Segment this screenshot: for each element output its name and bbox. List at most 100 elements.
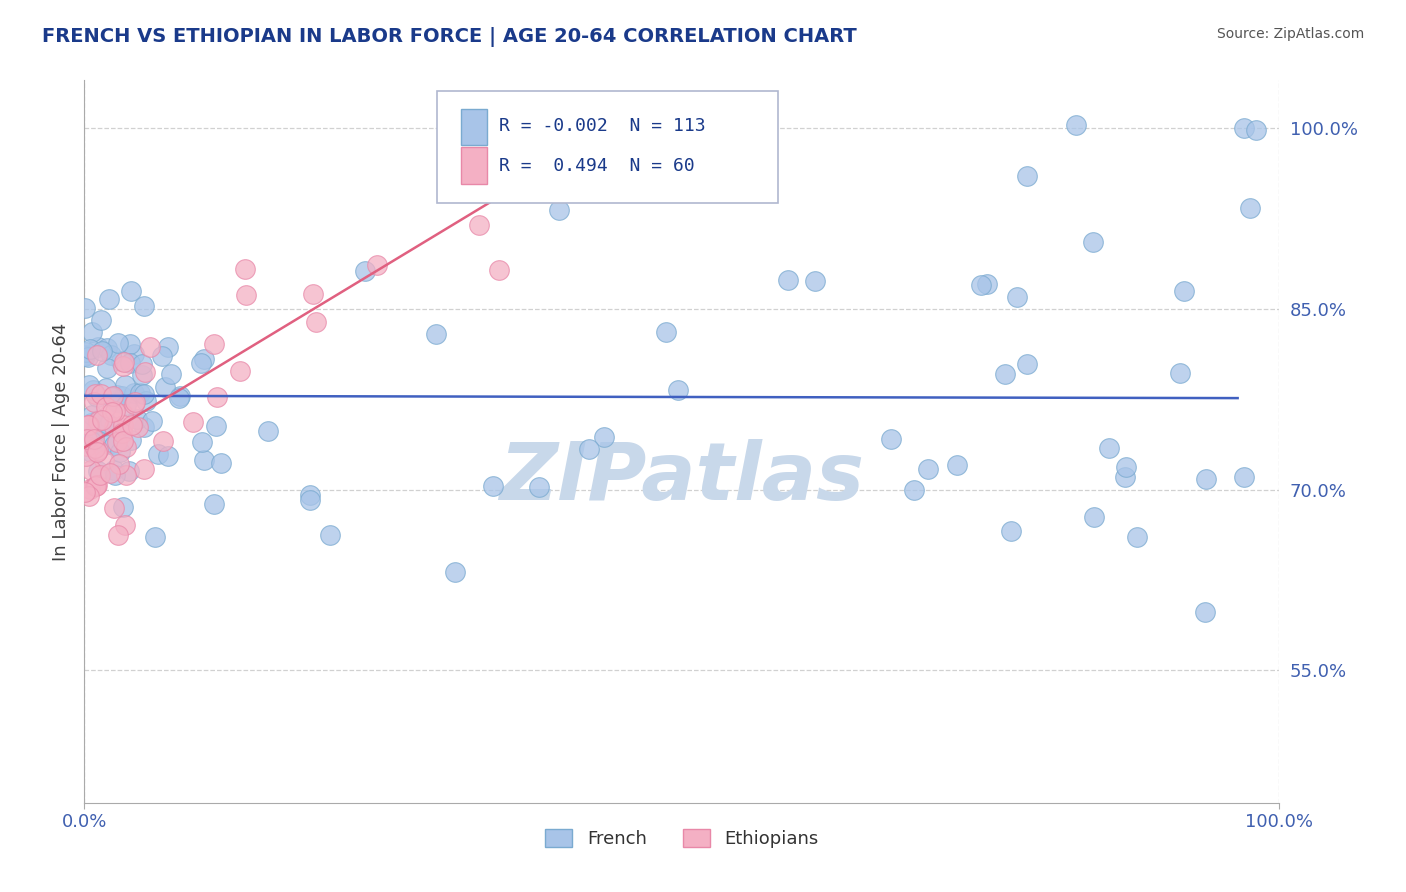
Point (229, 364, 252, 378)
Point (96, 341, 118, 355)
Point (157, 449, 180, 463)
Point (118, 355, 141, 369)
Point (100, 390, 122, 404)
Point (131, 368, 153, 382)
Point (103, 419, 125, 434)
Point (80, 434, 103, 448)
Point (90, 387, 112, 401)
Point (84, 479, 107, 493)
Point (86, 415, 108, 429)
Point (141, 414, 163, 428)
Point (122, 386, 145, 401)
Point (103, 438, 125, 452)
Point (84, 425, 107, 439)
Point (110, 445, 132, 459)
Point (103, 500, 125, 515)
Point (96, 360, 118, 375)
Point (125, 412, 148, 426)
Point (105, 388, 128, 402)
Point (77, 434, 100, 449)
Point (80, 408, 103, 422)
Point (169, 389, 191, 403)
Point (917, 462, 939, 476)
Point (190, 357, 212, 371)
Point (298, 488, 321, 502)
Point (880, 432, 903, 446)
Point (302, 286, 325, 301)
Point (1126, 531, 1149, 545)
Point (104, 468, 127, 483)
Point (111, 500, 134, 514)
Point (124, 395, 146, 409)
Point (1005, 290, 1028, 304)
Point (90, 312, 112, 326)
Point (86, 445, 108, 459)
Point (97, 417, 120, 432)
Point (482, 479, 505, 493)
Point (778, 273, 800, 287)
Point (1015, 357, 1038, 371)
Point (87, 464, 110, 478)
Point (80, 416, 103, 430)
Point (152, 434, 174, 449)
Point (86, 348, 108, 362)
Point (84, 387, 107, 401)
Point (127, 419, 149, 434)
Point (107, 336, 129, 351)
Point (105, 434, 128, 449)
Point (91, 413, 114, 427)
Text: FRENCH VS ETHIOPIAN IN LABOR FORCE | AGE 20-64 CORRELATION CHART: FRENCH VS ETHIOPIAN IN LABOR FORCE | AGE… (42, 27, 856, 46)
Point (112, 354, 135, 368)
Point (145, 530, 167, 544)
Point (1173, 284, 1195, 298)
Point (108, 457, 131, 471)
Point (77, 351, 100, 365)
Point (83, 432, 105, 446)
Point (134, 299, 156, 313)
Point (73, 348, 96, 362)
Point (75, 450, 97, 464)
Point (114, 518, 136, 533)
Point (202, 497, 225, 511)
Point (87, 443, 110, 458)
Point (114, 440, 136, 454)
Point (903, 483, 925, 497)
Point (82, 383, 104, 397)
Point (319, 528, 342, 542)
Point (111, 420, 134, 434)
Point (202, 337, 225, 351)
Point (87, 340, 110, 354)
Point (305, 315, 328, 329)
Y-axis label: In Labor Force | Age 20-64: In Labor Force | Age 20-64 (52, 322, 70, 561)
Point (111, 389, 134, 403)
Point (79, 342, 101, 356)
Point (79, 482, 101, 496)
Point (89, 468, 111, 483)
Point (103, 389, 125, 403)
Point (1081, 235, 1104, 249)
Point (131, 357, 153, 371)
Point (96, 400, 118, 414)
Point (1114, 470, 1136, 484)
Point (1066, 118, 1088, 132)
Point (100, 348, 122, 362)
Point (115, 468, 138, 483)
Point (1194, 605, 1216, 619)
Point (1233, 121, 1256, 136)
Point (111, 434, 134, 449)
Point (79, 417, 101, 432)
Point (80, 463, 103, 477)
Point (82, 433, 104, 447)
Point (804, 274, 827, 288)
Point (1115, 459, 1137, 474)
Point (1000, 524, 1022, 539)
Point (87, 413, 110, 427)
Point (548, 203, 571, 218)
FancyBboxPatch shape (461, 147, 486, 184)
Point (666, 383, 689, 397)
FancyBboxPatch shape (437, 91, 778, 203)
Text: ZIPatlas: ZIPatlas (499, 439, 865, 516)
Point (183, 415, 205, 429)
Text: Source: ZipAtlas.com: Source: ZipAtlas.com (1216, 27, 1364, 41)
Point (366, 258, 388, 272)
